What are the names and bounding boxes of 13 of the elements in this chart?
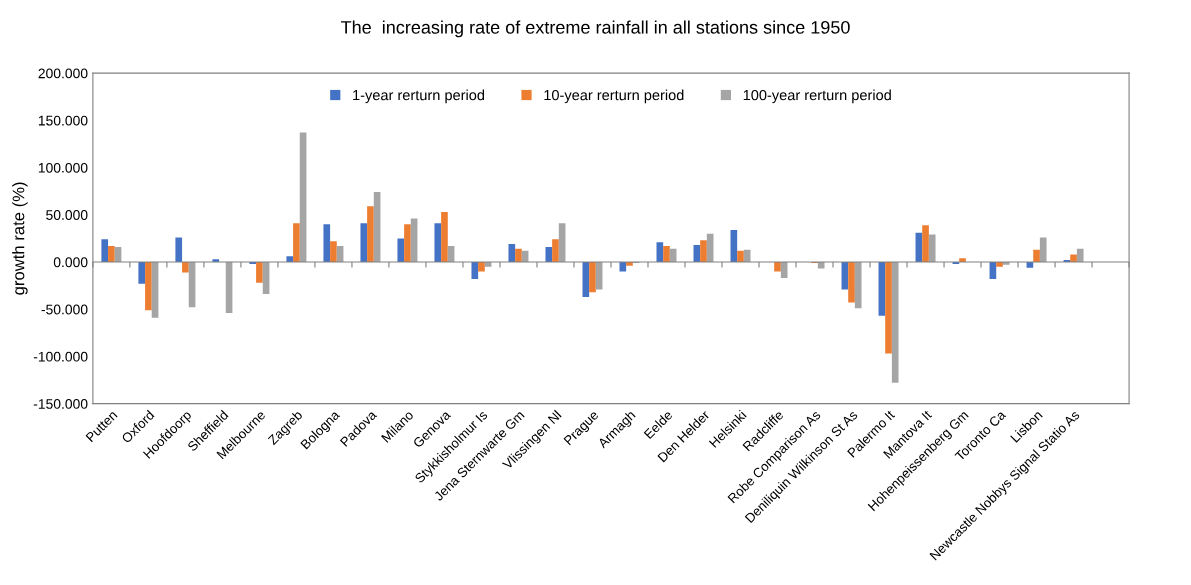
y-tick-label: 100.000 <box>38 162 88 173</box>
y-tick-label: -150.000 <box>33 398 88 409</box>
y-tick-label: -100.000 <box>33 351 88 362</box>
y-tick-label: 0.000 <box>53 257 88 268</box>
y-tick-label: 50.000 <box>46 210 88 220</box>
y-tick-label: -50.000 <box>41 304 88 315</box>
legend-label: 100-year rerturn period <box>743 89 891 104</box>
y-axis-title: growth rate (%) <box>12 182 28 295</box>
chart-title: The increasing rate of extreme rainfall in all stations since 1950 <box>341 20 850 38</box>
y-tick-label: 150.000 <box>38 115 88 126</box>
legend-label: 1-year rerturn period <box>353 89 485 104</box>
legend-label: 10-year rerturn period <box>544 89 684 104</box>
y-tick-label: 200.000 <box>38 68 88 79</box>
